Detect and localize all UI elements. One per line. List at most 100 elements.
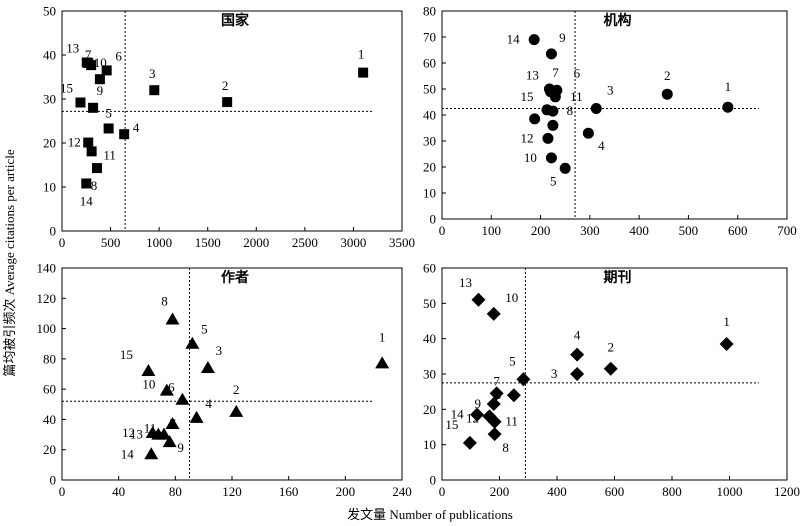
chart-panel-1: 0 500 1000 1500 2000 2500 3000 3500 0 10 20 30 40 50 国… xyxy=(43,4,415,251)
chart-panel-3: 0 40 80 120 160 200 240020406080100120140作者123… xyxy=(37,261,412,500)
x-tick-label: 800 xyxy=(662,484,682,499)
x-tick-label: 1200 xyxy=(774,484,800,499)
point-label: 14 xyxy=(507,32,521,47)
x-tick-label: 200 xyxy=(490,484,510,499)
point-label: 9 xyxy=(177,440,184,455)
point-label: 11 xyxy=(505,414,518,429)
x-tick-label: 700 xyxy=(777,223,797,238)
x-tick-label: 0 xyxy=(439,223,446,238)
data-point-circle xyxy=(541,104,553,116)
y-tick-label: 40 xyxy=(43,48,56,63)
x-tick-label: 0 xyxy=(59,484,66,499)
y-tick-label: 0 xyxy=(430,473,437,488)
point-label: 12 xyxy=(68,135,81,150)
data-point-square xyxy=(119,129,130,140)
data-point-square xyxy=(75,97,86,108)
x-tick-label: 0 xyxy=(59,235,66,250)
data-point-square xyxy=(358,67,369,78)
x-tick-label: 3000 xyxy=(340,235,366,250)
y-tick-label: 60 xyxy=(423,56,436,71)
y-tick-label: 50 xyxy=(423,82,436,97)
data-point-diamond xyxy=(506,388,521,403)
x-tick-label: 500 xyxy=(679,223,699,238)
data-point-square xyxy=(149,85,160,96)
point-label: 3 xyxy=(551,366,558,381)
point-label: 4 xyxy=(574,328,581,343)
x-tick-label: 3500 xyxy=(389,235,415,250)
point-label: 10 xyxy=(142,377,155,392)
data-point-square xyxy=(91,163,102,174)
point-label: 8 xyxy=(567,103,574,118)
y-tick-label: 80 xyxy=(43,351,56,366)
x-tick-label: 400 xyxy=(629,223,649,238)
y-tick-label: 40 xyxy=(423,331,436,346)
y-tick-label: 50 xyxy=(423,296,436,311)
x-tick-label: 80 xyxy=(169,484,182,499)
point-label: 1 xyxy=(379,329,386,344)
y-tick-label: 80 xyxy=(423,4,436,19)
point-label: 1 xyxy=(358,47,365,62)
panel-title: 作者 xyxy=(221,269,249,286)
plot-frame xyxy=(61,10,403,232)
data-point-triangle xyxy=(165,416,180,429)
point-label: 3 xyxy=(607,83,614,98)
point-label: 7 xyxy=(85,47,92,62)
y-tick-label: 30 xyxy=(423,367,436,382)
point-label: 11 xyxy=(570,89,583,104)
point-label: 5 xyxy=(105,105,112,120)
data-point-circle xyxy=(545,48,557,60)
chart-panel-2: 0 100 200 300 400 500 600 700 0 10 20 30 40 50 60 70 80 机… xyxy=(423,4,797,239)
x-tick-label: 120 xyxy=(222,484,242,499)
data-point-triangle xyxy=(375,356,390,369)
data-point-diamond xyxy=(570,347,585,362)
y-tick-label: 20 xyxy=(423,160,436,175)
data-point-triangle xyxy=(165,312,180,325)
data-point-diamond xyxy=(482,409,497,424)
y-tick-label: 60 xyxy=(423,261,436,276)
data-point-circle xyxy=(529,113,541,125)
point-label: 12 xyxy=(122,425,135,440)
point-label: 14 xyxy=(80,193,94,208)
y-tick-label: 40 xyxy=(423,108,436,123)
point-label: 14 xyxy=(451,407,465,422)
x-tick-label: 300 xyxy=(580,223,600,238)
y-tick-label: 40 xyxy=(43,412,56,427)
x-tick-label: 400 xyxy=(547,484,567,499)
point-label: 2 xyxy=(608,340,615,355)
data-point-triangle xyxy=(189,410,204,423)
data-point-diamond xyxy=(516,372,531,387)
point-label: 9 xyxy=(97,83,104,98)
data-point-square xyxy=(101,65,112,76)
x-tick-label: 160 xyxy=(279,484,299,499)
point-label: 2 xyxy=(233,382,240,397)
point-label: 5 xyxy=(201,322,208,337)
data-point-circle xyxy=(542,132,554,144)
y-tick-label: 0 xyxy=(50,473,57,488)
x-tick-label: 600 xyxy=(728,223,748,238)
y-tick-label: 20 xyxy=(43,136,56,151)
data-point-triangle xyxy=(200,360,215,373)
point-label: 7 xyxy=(493,373,500,388)
data-point-diamond xyxy=(570,367,585,381)
y-tick-label: 10 xyxy=(423,437,436,452)
x-tick-label: 2000 xyxy=(243,235,269,250)
data-point-circle xyxy=(590,103,602,114)
data-point-triangle xyxy=(229,404,244,417)
data-point-circle xyxy=(528,34,540,46)
data-point-circle xyxy=(661,88,673,100)
point-label: 3 xyxy=(216,343,223,358)
y-tick-label: 20 xyxy=(423,402,436,417)
point-label: 10 xyxy=(505,290,518,305)
data-point-diamond xyxy=(603,361,618,376)
data-point-diamond xyxy=(486,397,501,412)
y-tick-label: 20 xyxy=(43,442,56,457)
plot-frame xyxy=(61,267,403,481)
point-label: 13 xyxy=(526,68,539,83)
chart-panel-4: 0 200 400 600 800 1000 1200 0 10 20 30 40 50 60 期刊 1 2 3 4… xyxy=(423,261,800,500)
x-tick-label: 600 xyxy=(605,484,625,499)
point-label: 15 xyxy=(60,81,73,96)
x-axis-title: 发文量 Number of publications xyxy=(347,507,513,522)
data-point-circle xyxy=(545,152,557,164)
point-label: 10 xyxy=(524,150,537,165)
